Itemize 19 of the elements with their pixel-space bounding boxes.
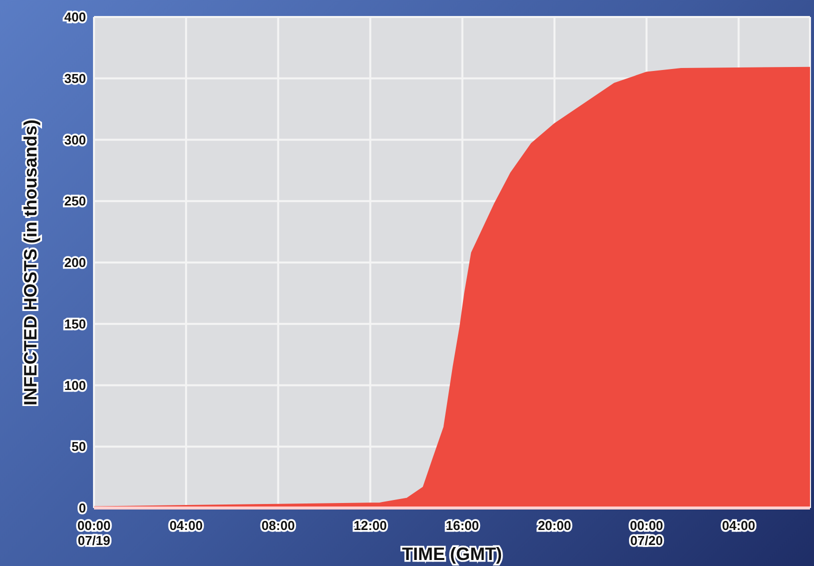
x-axis-title: TIME (GMT) [402,544,502,564]
y-tick-label: 250 [64,194,86,209]
x-tick-label: 04:00 [722,518,756,533]
y-tick-label: 50 [72,439,86,454]
y-tick-label: 400 [64,10,86,25]
y-tick-label: 100 [64,378,86,393]
x-tick-label: 12:00 [354,518,387,533]
y-tick-label: 200 [64,255,86,270]
y-tick-label: 0 [78,500,86,516]
y-axis-title: INFECTED HOSTS (in thousands) [20,120,40,406]
x-tick-label: 04:00 [169,518,203,533]
x-tick-label: 00:00 07/19 [77,518,111,548]
x-tick-label: 08:00 [262,518,295,533]
y-tick-label: 350 [64,70,86,86]
x-tick-label: 20:00 [538,518,572,533]
y-tick-label: 150 [64,316,86,332]
y-tick-label: 300 [64,132,86,148]
x-tick-label: 00:00 07/20 [630,518,664,548]
x-tick-label: 16:00 [446,518,479,533]
